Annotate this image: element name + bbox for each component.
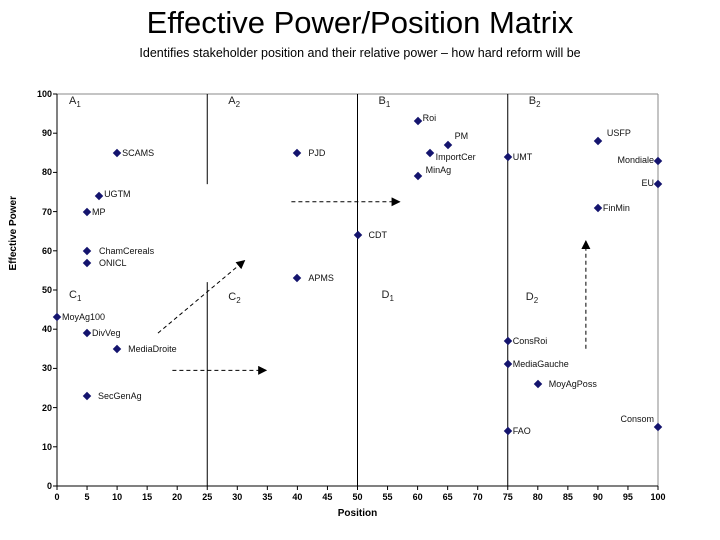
x-tick-label: 75 xyxy=(502,492,513,502)
quadrant-label: C1 xyxy=(69,288,82,304)
quadrant-label-subscript: 2 xyxy=(236,296,241,306)
data-point-label: MinAg xyxy=(425,165,452,176)
data-point-label: MP xyxy=(92,206,106,217)
data-point-label: FAO xyxy=(512,426,531,437)
y-tick-label: 80 xyxy=(41,167,52,178)
x-tick-label: 70 xyxy=(472,492,483,502)
data-point-label: MoyAg100 xyxy=(62,312,106,323)
quadrant-label-subscript: 1 xyxy=(76,100,81,110)
data-point-label: ConsRoi xyxy=(512,335,548,346)
quadrant-label: C2 xyxy=(228,290,241,306)
data-point-label: MediaGauche xyxy=(512,359,569,370)
quadrant-label-subscript: 1 xyxy=(385,100,391,110)
quadrant-label-subscript: 2 xyxy=(536,100,541,110)
y-tick-label: 60 xyxy=(41,245,52,256)
data-point-label: PM xyxy=(454,130,469,141)
quadrant-label: D1 xyxy=(381,288,394,304)
data-point-label: FinMin xyxy=(602,202,630,213)
data-point-label: UGTM xyxy=(104,188,131,199)
x-axis-title: Position xyxy=(337,508,378,519)
data-point-label: EU xyxy=(641,178,654,189)
data-point-label: APMS xyxy=(308,273,334,284)
data-point-label: UMT xyxy=(512,151,533,162)
y-tick-label: 100 xyxy=(36,89,52,99)
data-point-label: MediaDroite xyxy=(128,343,177,354)
quadrant-label: B2 xyxy=(528,94,541,110)
quadrant-label: A2 xyxy=(228,94,241,110)
x-tick-label: 65 xyxy=(442,492,453,502)
y-tick-label: 40 xyxy=(41,324,52,335)
y-tick-label: 0 xyxy=(46,481,52,491)
x-tick-label: 15 xyxy=(142,492,153,502)
y-tick-label: 70 xyxy=(41,206,52,217)
y-axis-title: Effective Power xyxy=(8,196,19,271)
data-point-label: MoyAgPoss xyxy=(548,379,597,390)
x-tick-label: 30 xyxy=(232,492,243,502)
trend-arrow xyxy=(157,259,246,334)
plot-area: 0 5 10 15 20 25 30 35 40 45 50 55 60 65 70 75 80 85 90 95 10… xyxy=(37,89,666,502)
x-tick-label: 60 xyxy=(412,492,423,502)
x-tick-label: 55 xyxy=(382,492,393,502)
data-point-label: ImportCer xyxy=(435,151,476,162)
page-title: Effective Power/Position Matrix xyxy=(146,5,574,40)
x-tick-label: 5 xyxy=(84,492,90,502)
data-point-label: SCAMS xyxy=(122,147,155,158)
quadrant-label: A1 xyxy=(69,94,81,110)
x-tick-label: 35 xyxy=(262,492,273,502)
y-tick-label: 10 xyxy=(41,441,52,452)
data-point-label: ONICL xyxy=(99,257,127,268)
x-tick-label: 80 xyxy=(532,492,543,502)
data-point-label: PJD xyxy=(308,147,326,158)
page-subtitle: Identifies stakeholder position and thei… xyxy=(139,46,581,60)
data-point-label: USFP xyxy=(606,128,631,139)
x-tick-label: 95 xyxy=(622,492,633,502)
x-tick-label: 50 xyxy=(352,492,363,502)
y-tick-label: 90 xyxy=(41,128,52,139)
y-tick-label: 30 xyxy=(41,363,52,374)
x-tick-label: 10 xyxy=(112,492,123,502)
x-tick-label: 45 xyxy=(322,492,333,502)
quadrant-label: D2 xyxy=(525,290,539,306)
data-point-label: DivVeg xyxy=(92,328,121,339)
y-tick-label: 20 xyxy=(41,402,52,413)
x-tick-label: 0 xyxy=(54,492,60,502)
x-tick-label: 90 xyxy=(592,492,603,502)
quadrant-label-subscript: 2 xyxy=(235,100,241,110)
data-point-label: Consom xyxy=(620,414,654,425)
data-point-label: CDT xyxy=(368,230,388,241)
x-tick-label: 25 xyxy=(202,492,213,502)
y-tick-label: 50 xyxy=(41,285,52,295)
x-tick-label: 85 xyxy=(562,492,573,502)
plot-svg xyxy=(53,93,659,490)
quadrant-label-subscript: 1 xyxy=(76,294,82,304)
quadrant-label: B1 xyxy=(378,94,391,110)
data-point-label: ChamCereals xyxy=(99,245,155,256)
x-tick-label: 100 xyxy=(650,492,666,502)
x-tick-label: 40 xyxy=(292,492,303,502)
quadrant-label-subscript: 2 xyxy=(533,296,539,306)
quadrant-label-subscript: 1 xyxy=(389,294,394,304)
data-point-label: Mondiale xyxy=(617,154,654,165)
x-tick-label: 20 xyxy=(172,492,183,502)
data-point-label: SecGenAg xyxy=(98,390,142,401)
data-point-label: Roi xyxy=(422,113,437,124)
